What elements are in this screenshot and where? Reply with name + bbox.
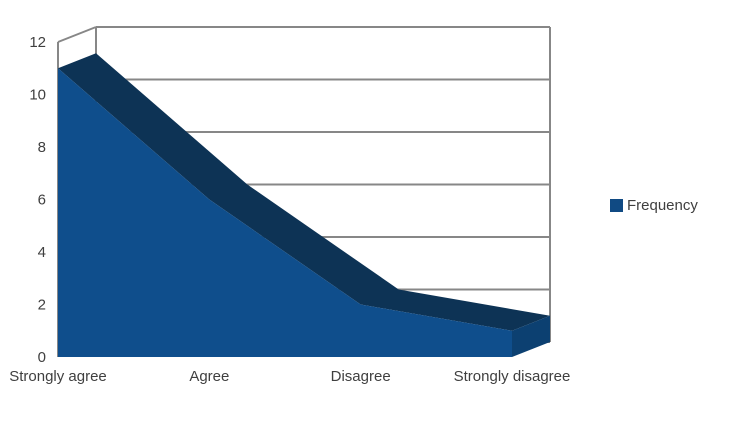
y-tick-label-4: 4 bbox=[38, 244, 46, 261]
x-category-label-0: Strongly agree bbox=[9, 368, 107, 385]
top-left-depth-edge bbox=[57, 26, 97, 43]
y-tick-label-10: 10 bbox=[29, 87, 46, 104]
y-tick-label-8: 8 bbox=[38, 139, 46, 156]
x-category-label-3: Strongly disagree bbox=[454, 368, 571, 385]
x-category-label-1: Agree bbox=[189, 368, 229, 385]
y-tick-label-6: 6 bbox=[38, 192, 46, 209]
y-tick-label-2: 2 bbox=[38, 297, 46, 314]
area-side-face bbox=[512, 315, 550, 357]
area-front-face bbox=[58, 68, 512, 357]
x-category-label-2: Disagree bbox=[331, 368, 391, 385]
area-top-face bbox=[58, 53, 550, 331]
y-tick-label-12: 12 bbox=[29, 34, 46, 51]
y-tick-label-0: 0 bbox=[38, 349, 46, 366]
legend: Frequency bbox=[610, 196, 698, 214]
legend-label-frequency: Frequency bbox=[627, 196, 698, 214]
legend-swatch-frequency bbox=[610, 198, 623, 212]
